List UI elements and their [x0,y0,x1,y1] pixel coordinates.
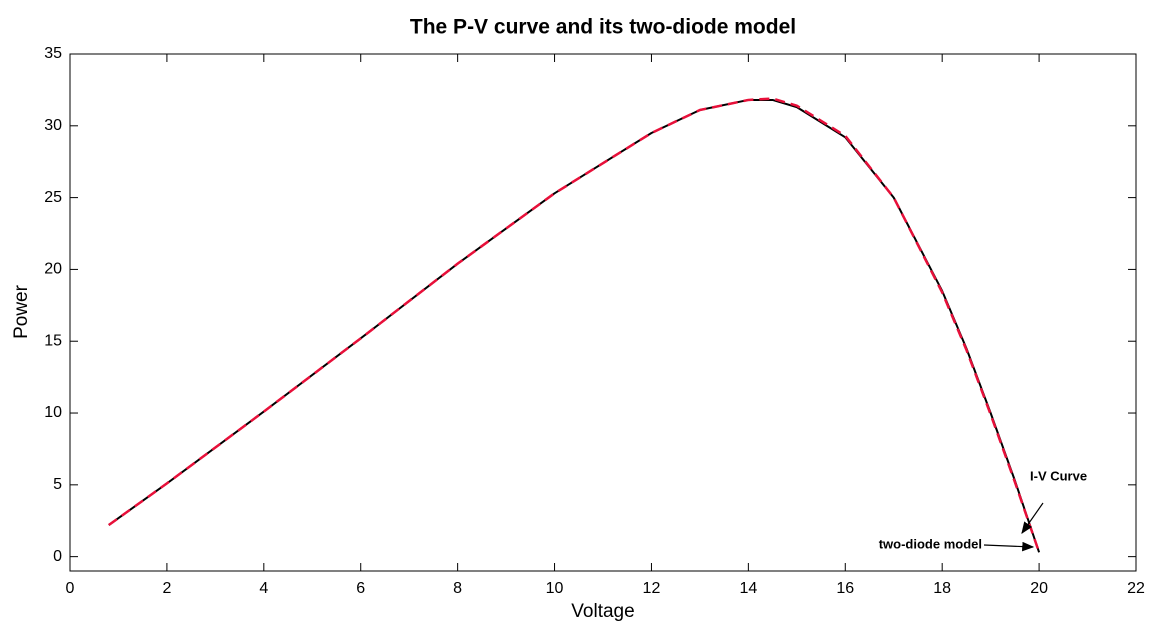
x-tick-label: 14 [739,580,757,597]
y-tick-label: 15 [44,332,62,349]
x-tick-label: 22 [1127,580,1145,597]
annotation-arrow [983,541,1035,552]
y-tick-label: 25 [44,189,62,206]
y-tick-label: 35 [44,45,62,62]
y-tick-label: 20 [44,261,62,278]
chart-title: The P-V curve and its two-diode model [410,16,796,39]
annotation: I-V Curve [1030,468,1087,483]
plot-frame [69,53,1137,572]
x-tick-label: 4 [259,580,268,597]
y-axis-label: Power [11,284,32,339]
annotation-arrow [1021,502,1044,534]
series-line [108,98,1041,553]
annotation: two-diode model [879,536,982,551]
y-tick-label: 10 [44,404,62,421]
y-tick-label: 0 [53,548,62,565]
series-line [108,97,1041,553]
x-tick-label: 0 [66,580,75,597]
x-tick-label: 2 [162,580,171,597]
y-tick-label: 5 [53,476,62,493]
x-tick-label: 10 [546,580,564,597]
x-tick-label: 6 [356,580,365,597]
y-tick-label: 30 [44,117,62,134]
x-tick-label: 18 [933,580,951,597]
x-tick-label: 12 [643,580,661,597]
x-axis-label: Voltage [571,601,634,622]
x-tick-label: 16 [836,580,854,597]
x-tick-label: 8 [453,580,462,597]
x-tick-label: 20 [1030,580,1048,597]
